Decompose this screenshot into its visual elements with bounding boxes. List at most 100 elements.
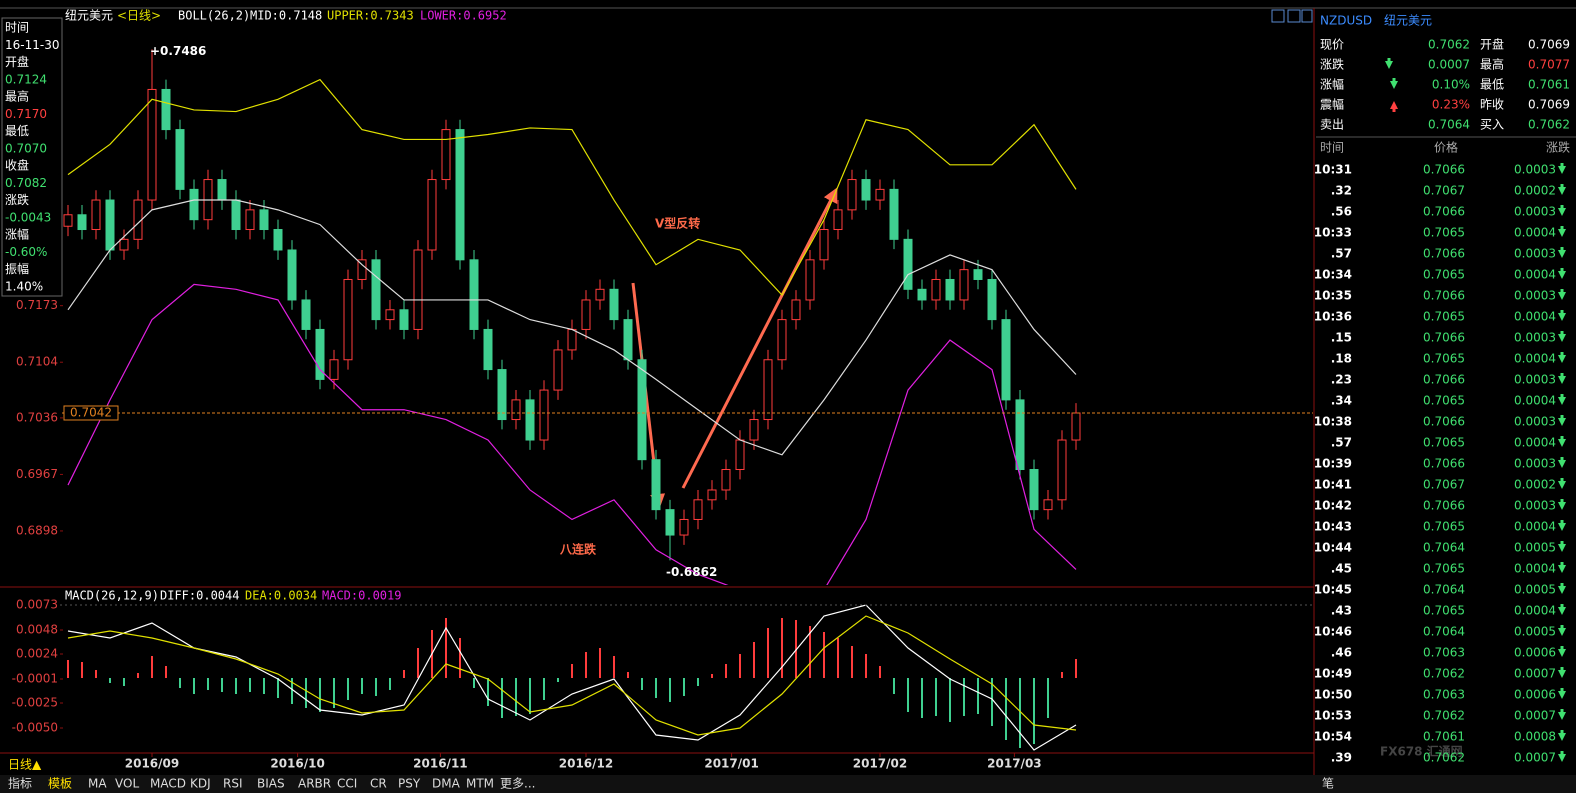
candle-body <box>665 509 675 536</box>
tick-change: 0.0003 <box>1514 499 1556 513</box>
tick-change: 0.0004 <box>1514 226 1556 240</box>
tick-change: 0.0004 <box>1514 436 1556 450</box>
window-button[interactable] <box>1271 9 1285 23</box>
candle-body <box>861 179 871 201</box>
tick-price: 0.7062 <box>1423 667 1465 681</box>
arrow-icon <box>1558 730 1566 741</box>
candle-body <box>609 288 619 321</box>
candle-body <box>1057 439 1067 501</box>
info-value: 0.7070 <box>5 142 47 156</box>
arrow-icon <box>1558 499 1566 510</box>
tab[interactable]: 指标 <box>8 776 32 791</box>
quote-value: 0.7064 <box>1428 118 1470 132</box>
window-button[interactable] <box>1301 9 1313 23</box>
tick-change: 0.0003 <box>1514 205 1556 219</box>
info-value: -0.0043 <box>5 211 51 225</box>
period: <日线> <box>117 9 161 23</box>
window-button[interactable] <box>1287 9 1301 23</box>
candle-body <box>301 299 311 330</box>
tick-change: 0.0003 <box>1514 163 1556 177</box>
candle-body <box>819 229 829 261</box>
quote-label: 最低 <box>1480 78 1504 92</box>
macd-tick-label: -0.0050 <box>12 721 58 735</box>
candle-body <box>721 469 731 491</box>
tab[interactable]: BIAS <box>257 777 285 791</box>
tick-time: .56 <box>1331 205 1352 219</box>
quote-code: NZDUSD <box>1320 14 1372 28</box>
indicator-name: BOLL(26,2) <box>178 9 250 23</box>
tab[interactable]: VOL <box>115 777 139 791</box>
tick-price: 0.7065 <box>1423 436 1465 450</box>
y-tick-label: 0.7104 <box>16 355 58 369</box>
tick-time: 10:46 <box>1314 625 1352 639</box>
info-label: 时间 <box>5 21 29 35</box>
tick-change: 0.0003 <box>1514 415 1556 429</box>
price-pane <box>63 49 1081 585</box>
quote-label: 卖出 <box>1320 118 1344 132</box>
candle-body <box>217 179 227 201</box>
quote-label: 现价 <box>1320 38 1344 52</box>
arrow-icon <box>1558 646 1566 657</box>
candle-body <box>245 209 255 231</box>
tick-time: 10:50 <box>1314 688 1352 702</box>
tick-price: 0.7065 <box>1423 604 1465 618</box>
tick-change: 0.0006 <box>1514 646 1556 660</box>
tick-change: 0.0007 <box>1514 751 1556 765</box>
candle-body <box>525 399 535 441</box>
candle-body <box>833 209 843 231</box>
tick-price: 0.7066 <box>1423 247 1465 261</box>
tab[interactable]: CCI <box>337 777 357 791</box>
tab[interactable]: CR <box>370 777 387 791</box>
candle-body <box>623 319 633 361</box>
candle-body <box>497 369 507 421</box>
tick-time: .18 <box>1331 352 1352 366</box>
info-panel <box>1 17 63 297</box>
arrow-icon <box>1558 457 1566 468</box>
tick-change: 0.0005 <box>1514 625 1556 639</box>
tick-change: 0.0004 <box>1514 352 1556 366</box>
ticks-header: 涨跌 <box>1546 140 1570 155</box>
tab[interactable]: DMA <box>432 777 461 791</box>
ticks-header: 时间 <box>1320 141 1344 155</box>
tab[interactable]: MACD <box>150 777 186 791</box>
tab[interactable]: KDJ <box>190 777 211 791</box>
tick-price: 0.7065 <box>1423 394 1465 408</box>
arrow-icon <box>1558 205 1566 216</box>
tick-change: 0.0004 <box>1514 562 1556 576</box>
tab[interactable]: RSI <box>223 777 243 791</box>
candle-body <box>315 328 325 380</box>
x-tick-label: 2016/12 <box>559 757 613 771</box>
tick-price: 0.7063 <box>1423 646 1465 660</box>
tab[interactable]: 更多... <box>500 777 535 791</box>
info-label: 振幅 <box>5 261 29 276</box>
tick-time: .32 <box>1331 184 1352 198</box>
tab[interactable]: MTM <box>466 777 494 791</box>
tick-time: 10:53 <box>1314 709 1352 723</box>
candle-body <box>931 278 941 301</box>
arrow-icon <box>1390 78 1398 89</box>
current-price-box <box>63 405 119 421</box>
tick-time: 10:31 <box>1314 163 1352 177</box>
tab[interactable]: ARBR <box>298 777 331 791</box>
macd-tick-label: -0.0025 <box>12 696 58 710</box>
info-value: 16-11-30 <box>5 38 59 52</box>
candle-body <box>553 349 563 391</box>
tick-time: 10:35 <box>1314 289 1352 303</box>
tab[interactable]: 笔 <box>1322 776 1334 791</box>
period-button[interactable]: 日线▲ <box>8 758 42 772</box>
indicator-name: MACD(26,12,9) <box>65 589 159 603</box>
quote-value: 0.0007 <box>1428 58 1470 72</box>
x-tick-label: 2017/01 <box>704 757 758 771</box>
tab[interactable]: MA <box>88 777 107 791</box>
arrow-icon <box>1558 331 1566 342</box>
tab[interactable]: PSY <box>398 777 421 791</box>
candle-body <box>63 214 73 227</box>
indicator-value: LOWER:0.6952 <box>420 9 507 23</box>
boll-upper <box>67 78 1077 297</box>
indicator-value: MACD:0.0019 <box>322 589 401 603</box>
tick-change: 0.0003 <box>1514 373 1556 387</box>
tab[interactable]: 模板 <box>48 777 72 791</box>
tick-price: 0.7065 <box>1423 352 1465 366</box>
quote-label: 震幅 <box>1320 97 1344 112</box>
info-label: 涨跌 <box>5 192 29 207</box>
